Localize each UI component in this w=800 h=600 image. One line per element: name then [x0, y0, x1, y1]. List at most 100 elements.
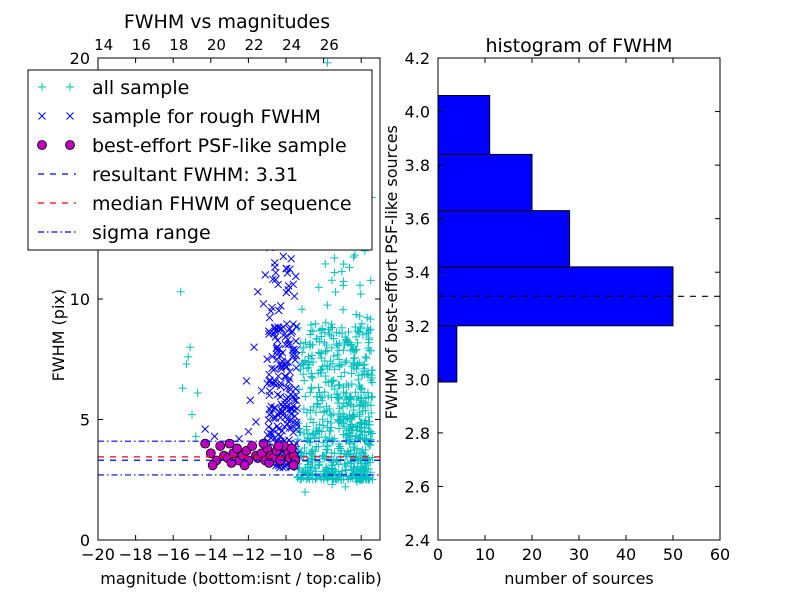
data-point-circle — [200, 438, 211, 449]
data-point-x — [284, 335, 292, 344]
data-point-x — [261, 271, 270, 279]
data-point-plus — [356, 394, 365, 403]
data-point-plus — [327, 461, 336, 470]
data-point-circle — [37, 140, 47, 150]
data-point-plus — [356, 290, 365, 299]
data-point-x — [291, 406, 300, 415]
data-point-plus — [182, 360, 191, 369]
legend-label: sigma range — [92, 222, 211, 244]
data-point-x — [273, 355, 281, 364]
data-point-plus — [188, 410, 196, 419]
data-point-x — [282, 383, 291, 392]
data-point-plus — [337, 446, 346, 455]
data-point-x — [246, 396, 255, 405]
data-point-plus — [364, 412, 373, 421]
data-point-plus — [301, 463, 310, 472]
data-point-plus — [319, 421, 328, 430]
data-point-plus — [322, 341, 331, 350]
data-point-x — [291, 356, 300, 364]
data-point-plus — [301, 338, 310, 347]
data-point-plus — [368, 429, 377, 438]
data-point-plus — [297, 474, 306, 483]
data-point-plus — [356, 281, 365, 290]
legend-entry: best-effort PSF-like sample — [37, 135, 347, 157]
data-point-plus — [355, 408, 364, 417]
y-tick-label: 3.2 — [405, 317, 430, 336]
x-tick-label: 0 — [433, 545, 443, 564]
data-point-plus — [341, 336, 350, 345]
top-tick-label: 20 — [207, 36, 226, 54]
y-tick-label: 2.6 — [405, 477, 430, 496]
data-point-plus — [323, 301, 332, 310]
histogram-bar — [437, 153, 533, 212]
data-point-plus — [339, 419, 348, 428]
data-point-plus — [360, 466, 369, 475]
legend-entry: median FHWM of sequence — [38, 193, 352, 215]
data-point-x — [271, 403, 280, 412]
y-tick-label: 4.2 — [405, 49, 430, 68]
y-tick-label: 4.0 — [405, 103, 430, 122]
data-point-x — [282, 288, 291, 297]
data-point-plus — [327, 393, 336, 402]
data-point-x — [265, 391, 274, 400]
data-point-plus — [321, 433, 330, 442]
x-tick-label: −20 — [81, 545, 115, 564]
x-tick-label: −16 — [156, 545, 190, 564]
x-tick-label: −18 — [119, 545, 153, 564]
data-point-x — [265, 370, 274, 379]
data-point-x — [289, 349, 298, 357]
data-point-plus — [353, 474, 362, 483]
data-point-plus — [341, 358, 350, 367]
data-point-plus — [337, 360, 346, 369]
data-point-circle — [224, 438, 235, 449]
data-point-x — [285, 384, 294, 392]
data-point-plus — [331, 288, 340, 297]
data-point-circle — [273, 441, 284, 451]
histogram-bar — [437, 325, 458, 383]
data-point-x — [271, 323, 279, 332]
data-point-plus — [332, 340, 341, 349]
data-point-x — [287, 329, 296, 337]
data-point-plus — [306, 330, 315, 339]
x-tick-label: 30 — [569, 545, 589, 564]
data-point-plus — [354, 375, 363, 384]
data-point-plus — [304, 429, 313, 438]
data-point-plus — [339, 305, 348, 314]
top-tick-label: 14 — [94, 36, 113, 54]
data-point-plus — [340, 412, 349, 421]
x-tick-label: −6 — [349, 545, 373, 564]
data-point-x — [284, 358, 292, 366]
data-point-plus — [344, 398, 353, 407]
x-tick-label: −14 — [194, 545, 228, 564]
data-point-plus — [362, 464, 371, 473]
data-point-x — [273, 336, 282, 345]
data-point-plus — [334, 410, 343, 419]
data-point-plus — [330, 253, 339, 262]
data-point-plus — [297, 305, 306, 314]
legend-label: all sample — [92, 77, 189, 99]
data-point-plus — [321, 318, 330, 327]
data-point-plus — [365, 440, 374, 449]
reference-lines — [98, 440, 380, 476]
x-axis-label: number of sources — [504, 569, 654, 588]
data-point-plus — [315, 326, 324, 335]
data-point-plus — [344, 327, 353, 336]
data-point-plus — [344, 381, 353, 390]
data-point-x — [266, 429, 275, 438]
legend-entry: resultant FWHM: 3.31 — [38, 164, 298, 186]
data-point-plus — [367, 408, 376, 417]
data-point-x — [284, 393, 293, 402]
y-tick-label: 3.8 — [405, 156, 430, 175]
data-point-x — [252, 418, 260, 426]
data-point-x — [267, 379, 275, 388]
data-point-plus — [334, 380, 343, 389]
data-point-circle — [258, 438, 269, 449]
data-point-plus — [320, 338, 329, 347]
data-point-plus — [322, 402, 331, 411]
data-point-x — [271, 333, 280, 341]
data-point-plus — [352, 332, 361, 341]
top-tick-label: 22 — [244, 36, 263, 54]
data-point-circle — [247, 441, 258, 451]
data-point-plus — [311, 447, 320, 456]
data-point-x — [270, 258, 279, 267]
